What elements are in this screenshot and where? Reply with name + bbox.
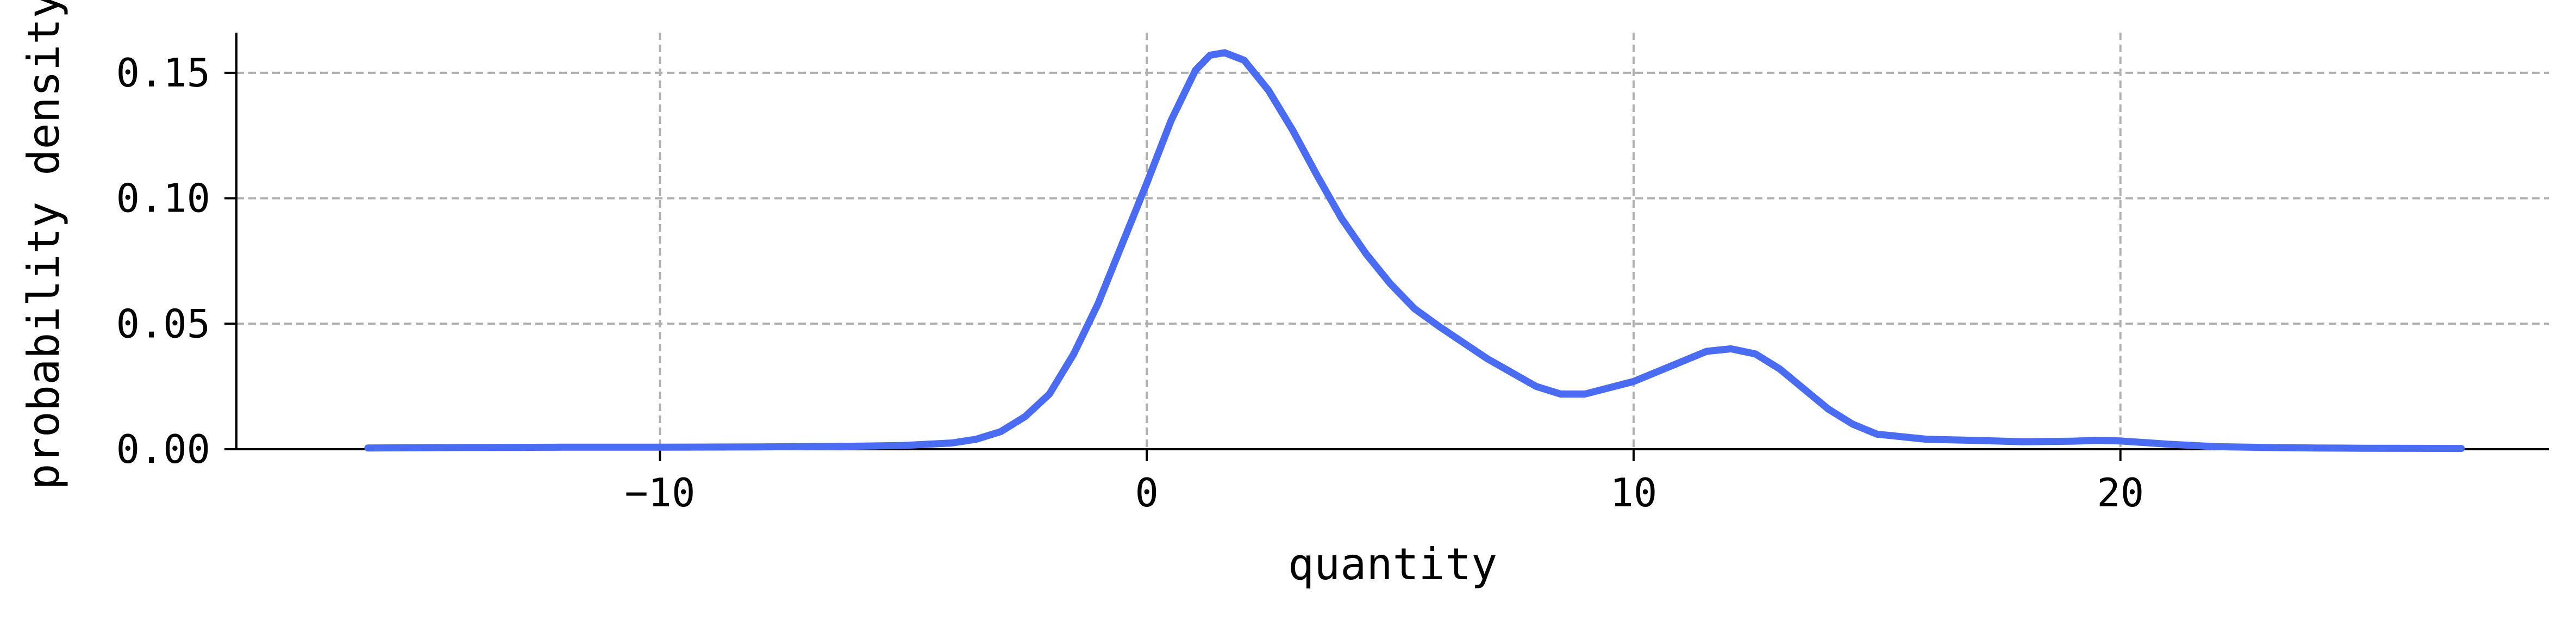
grid: [236, 33, 2549, 449]
x-tick-label: −10: [624, 470, 695, 516]
x-tick-label: 20: [2097, 470, 2144, 516]
y-axis-label: probability density: [18, 0, 69, 490]
density-curve: [364, 49, 2465, 452]
x-tick-label: 0: [1135, 470, 1158, 516]
series-layer: [364, 49, 2465, 452]
y-tick-label: 0.15: [116, 50, 210, 96]
y-tick-label: 0.10: [116, 176, 210, 221]
labels: quantity probability density −10 0 10 20 0.0…: [18, 0, 2144, 590]
x-tick-label: 10: [1610, 470, 1658, 516]
y-tick-label: 0.00: [116, 426, 210, 472]
axes: [224, 33, 2549, 461]
x-axis-label: quantity: [1288, 539, 1497, 590]
y-tick-label: 0.05: [116, 301, 210, 346]
